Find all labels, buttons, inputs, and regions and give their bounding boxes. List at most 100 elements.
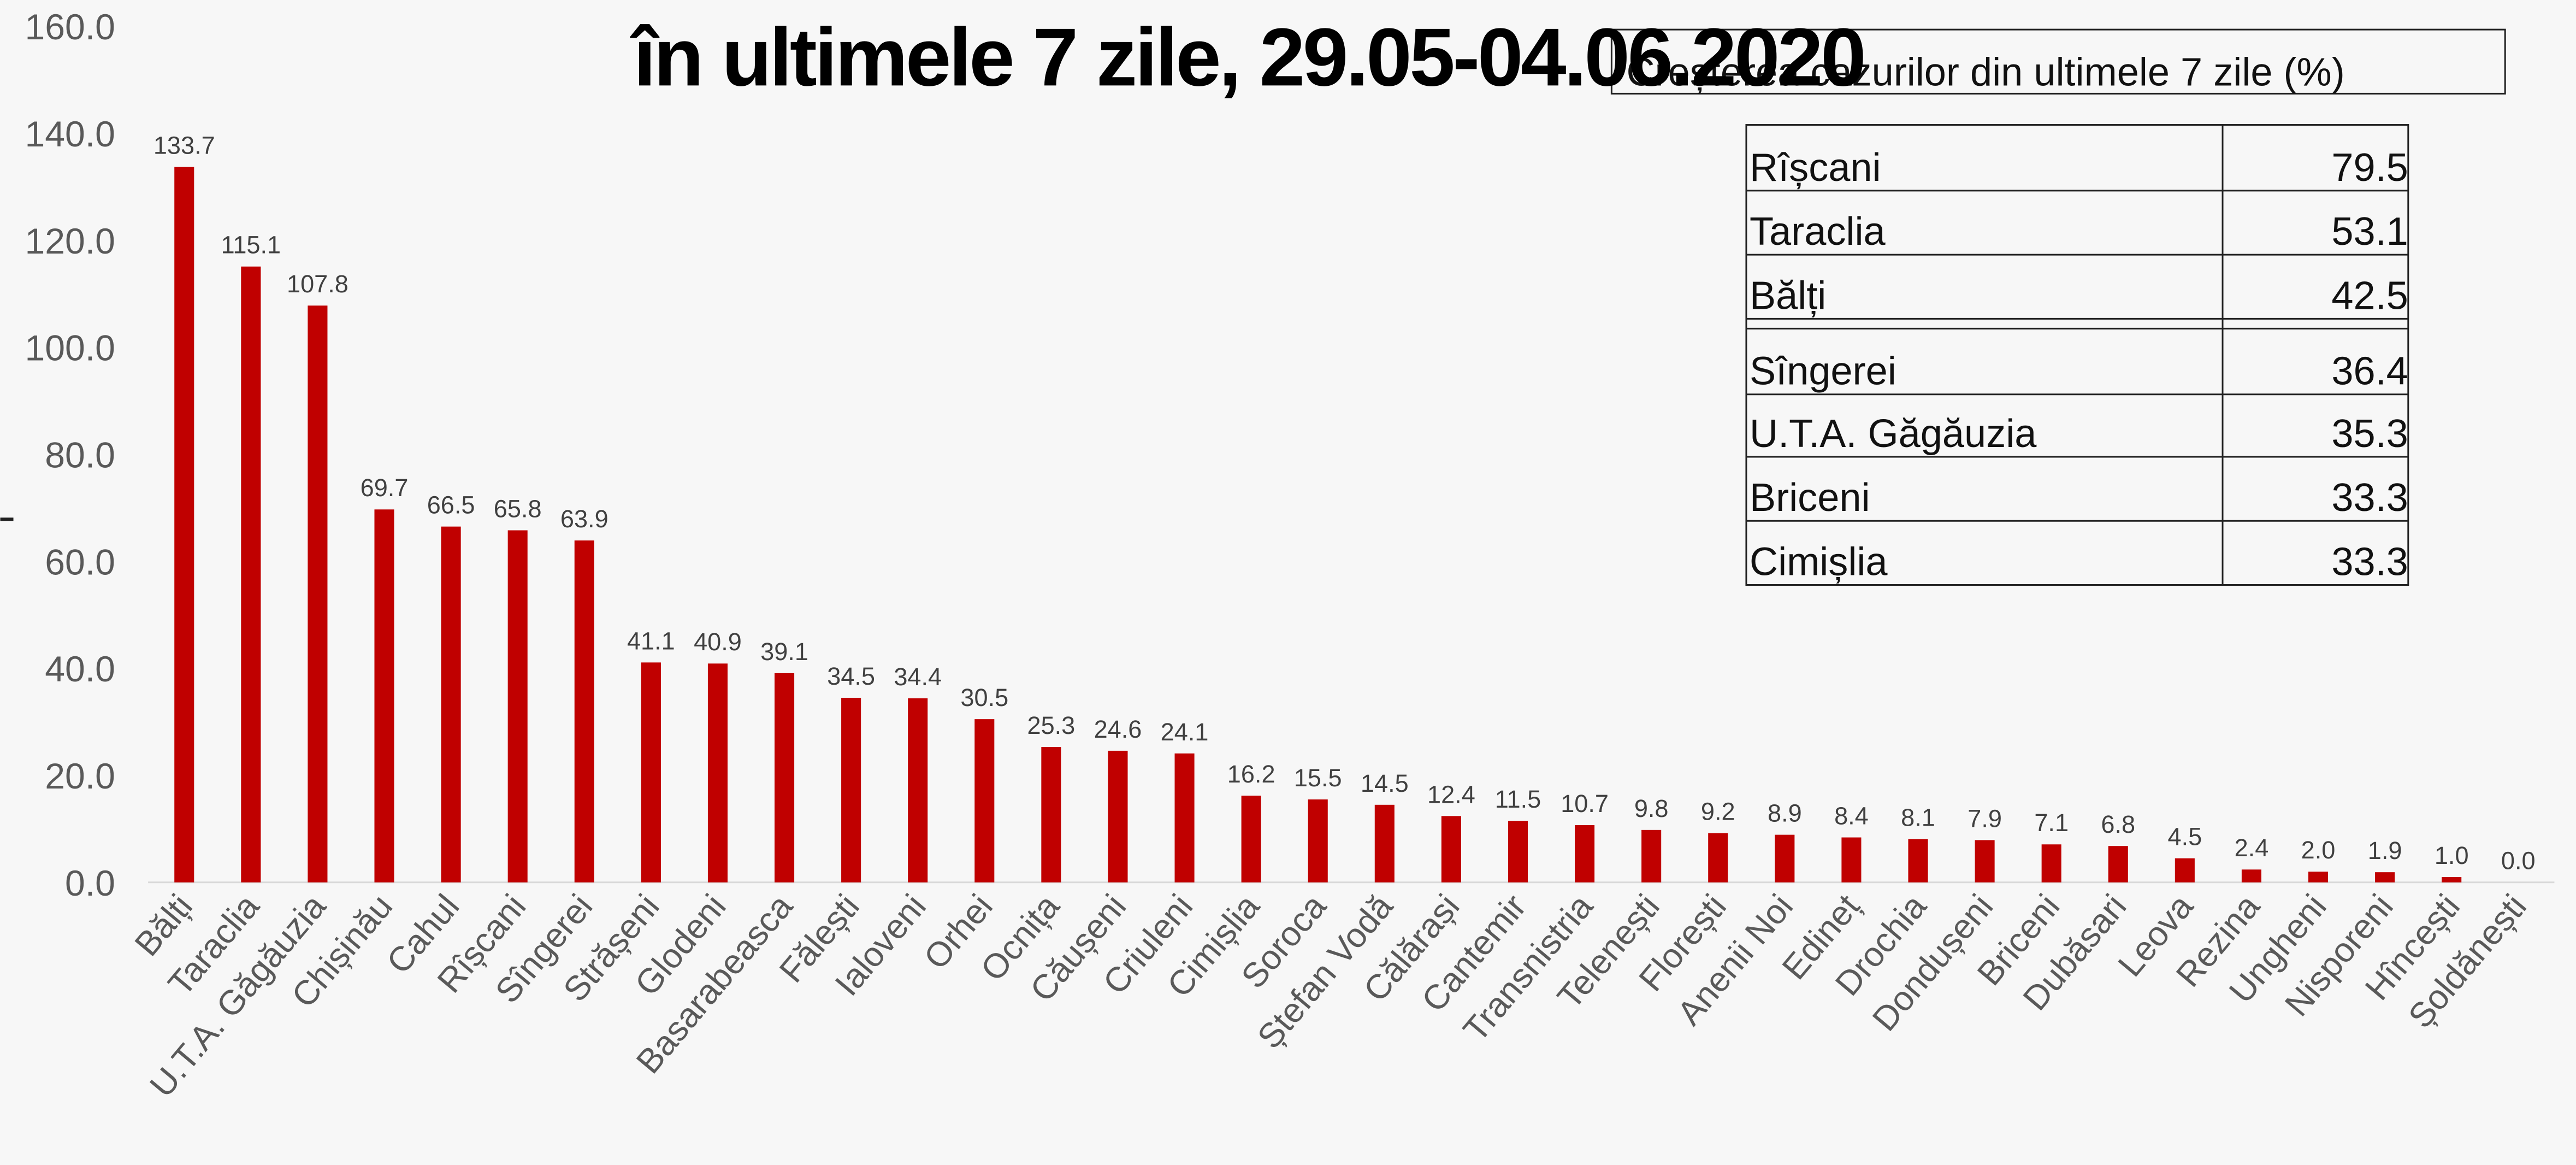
value-label: 69.7 — [361, 474, 409, 502]
bar — [374, 509, 394, 882]
bar — [2175, 858, 2195, 882]
bar — [241, 266, 261, 882]
value-label: 115.1 — [221, 231, 281, 259]
bar — [974, 719, 995, 882]
y-tick-label: 160.0 — [25, 7, 115, 48]
value-label: 2.0 — [2301, 836, 2336, 864]
value-label: 24.1 — [1161, 718, 1209, 746]
value-label: 1.0 — [2435, 842, 2469, 869]
value-label: 133.7 — [153, 132, 215, 160]
y-tick-label: 0.0 — [65, 863, 115, 904]
bar — [1241, 796, 1261, 882]
value-label: 8.4 — [1834, 802, 1869, 829]
bar — [2375, 872, 2395, 882]
bar — [1174, 753, 1195, 882]
value-label: 39.1 — [760, 638, 808, 666]
bar — [174, 167, 194, 882]
bar — [1708, 833, 1728, 882]
bar — [574, 540, 594, 882]
table-cell: Briceni — [1750, 476, 1870, 520]
table-title-box — [1610, 28, 2506, 95]
value-label: 66.5 — [427, 491, 475, 519]
bar — [2308, 872, 2329, 882]
value-label: 25.3 — [1027, 711, 1076, 739]
value-label: 4.5 — [2168, 823, 2202, 851]
bar — [308, 305, 328, 882]
table-cell: Taraclia — [1750, 210, 1886, 254]
value-label: 30.5 — [960, 684, 1008, 711]
value-label: 6.8 — [2101, 810, 2135, 838]
value-label: 34.5 — [827, 662, 875, 690]
value-label: 41.1 — [627, 627, 675, 655]
table-cell: Sîngerei — [1750, 350, 1896, 393]
table-cell: 33.3 — [2331, 540, 2408, 584]
value-label: 7.9 — [1968, 804, 2002, 832]
value-label: 9.2 — [1701, 798, 1735, 826]
table-cell: 33.3 — [2331, 476, 2408, 520]
value-label: 10.7 — [1561, 790, 1609, 817]
y-tick-label: 80.0 — [45, 436, 115, 476]
bar — [1308, 799, 1328, 882]
table-cell: 53.1 — [2331, 210, 2408, 254]
bar — [1441, 816, 1461, 882]
value-label: 11.5 — [1495, 785, 1541, 813]
value-label: 34.4 — [894, 663, 942, 691]
value-label: 63.9 — [560, 505, 608, 533]
bar — [2442, 876, 2462, 882]
bar — [1374, 804, 1395, 882]
value-label: 15.5 — [1294, 764, 1342, 792]
value-label: 24.6 — [1094, 715, 1142, 743]
value-label: 9.8 — [1634, 795, 1669, 822]
bar — [841, 697, 861, 882]
bar — [2108, 846, 2128, 882]
bar — [1641, 829, 1662, 882]
table-cell: 42.5 — [2331, 274, 2408, 317]
value-label: 0.0 — [2501, 847, 2536, 875]
bar — [507, 530, 528, 882]
table-cell: 36.4 — [2331, 350, 2408, 393]
value-label: 2.4 — [2235, 834, 2269, 862]
table-cell: 35.3 — [2331, 412, 2408, 456]
table-cell: Rîșcani — [1750, 146, 1881, 190]
bar — [1108, 750, 1128, 882]
y-tick-label: 120.0 — [25, 221, 115, 262]
y-tick-label: 40.0 — [45, 649, 115, 690]
table-title: Creșterea cazurilor din ultimele 7 zile … — [1626, 50, 2344, 94]
table-cell: Cimișlia — [1750, 540, 1888, 584]
bar — [441, 526, 461, 882]
chart-title: în ultimele 7 zile, 29.05-04.06.2020 — [629, 11, 1864, 103]
value-label: 12.4 — [1427, 780, 1475, 808]
bar — [1975, 840, 1995, 882]
bar — [1575, 825, 1595, 882]
bar — [2241, 869, 2261, 882]
table-cell: U.T.A. Găgăuzia — [1750, 412, 2037, 456]
bar — [1908, 839, 1928, 882]
y-tick-label: 20.0 — [45, 756, 115, 797]
value-label: 8.9 — [1768, 799, 1802, 827]
value-label: 65.8 — [494, 495, 542, 522]
y-tick-label: 60.0 — [45, 542, 115, 582]
bar — [1508, 821, 1528, 882]
bar — [1841, 837, 1862, 882]
value-label: 1.9 — [2368, 837, 2402, 864]
value-label: 7.1 — [2034, 809, 2069, 837]
bar — [641, 662, 661, 882]
table-border — [1745, 124, 2409, 586]
table-cell: Bălți — [1750, 274, 1826, 317]
table-cell: 79.5 — [2331, 146, 2408, 190]
bar — [774, 673, 795, 882]
value-label: 8.1 — [1901, 803, 1935, 831]
value-label: 16.2 — [1227, 760, 1275, 788]
value-label: 107.8 — [287, 270, 348, 298]
value-label: 14.5 — [1361, 769, 1409, 797]
bar — [707, 663, 728, 882]
y-tick-label: 100.0 — [25, 328, 115, 369]
bar — [1041, 747, 1061, 882]
bar — [2041, 844, 2061, 882]
bar — [908, 698, 928, 882]
value-label: 40.9 — [694, 628, 742, 656]
bar — [1775, 834, 1795, 882]
